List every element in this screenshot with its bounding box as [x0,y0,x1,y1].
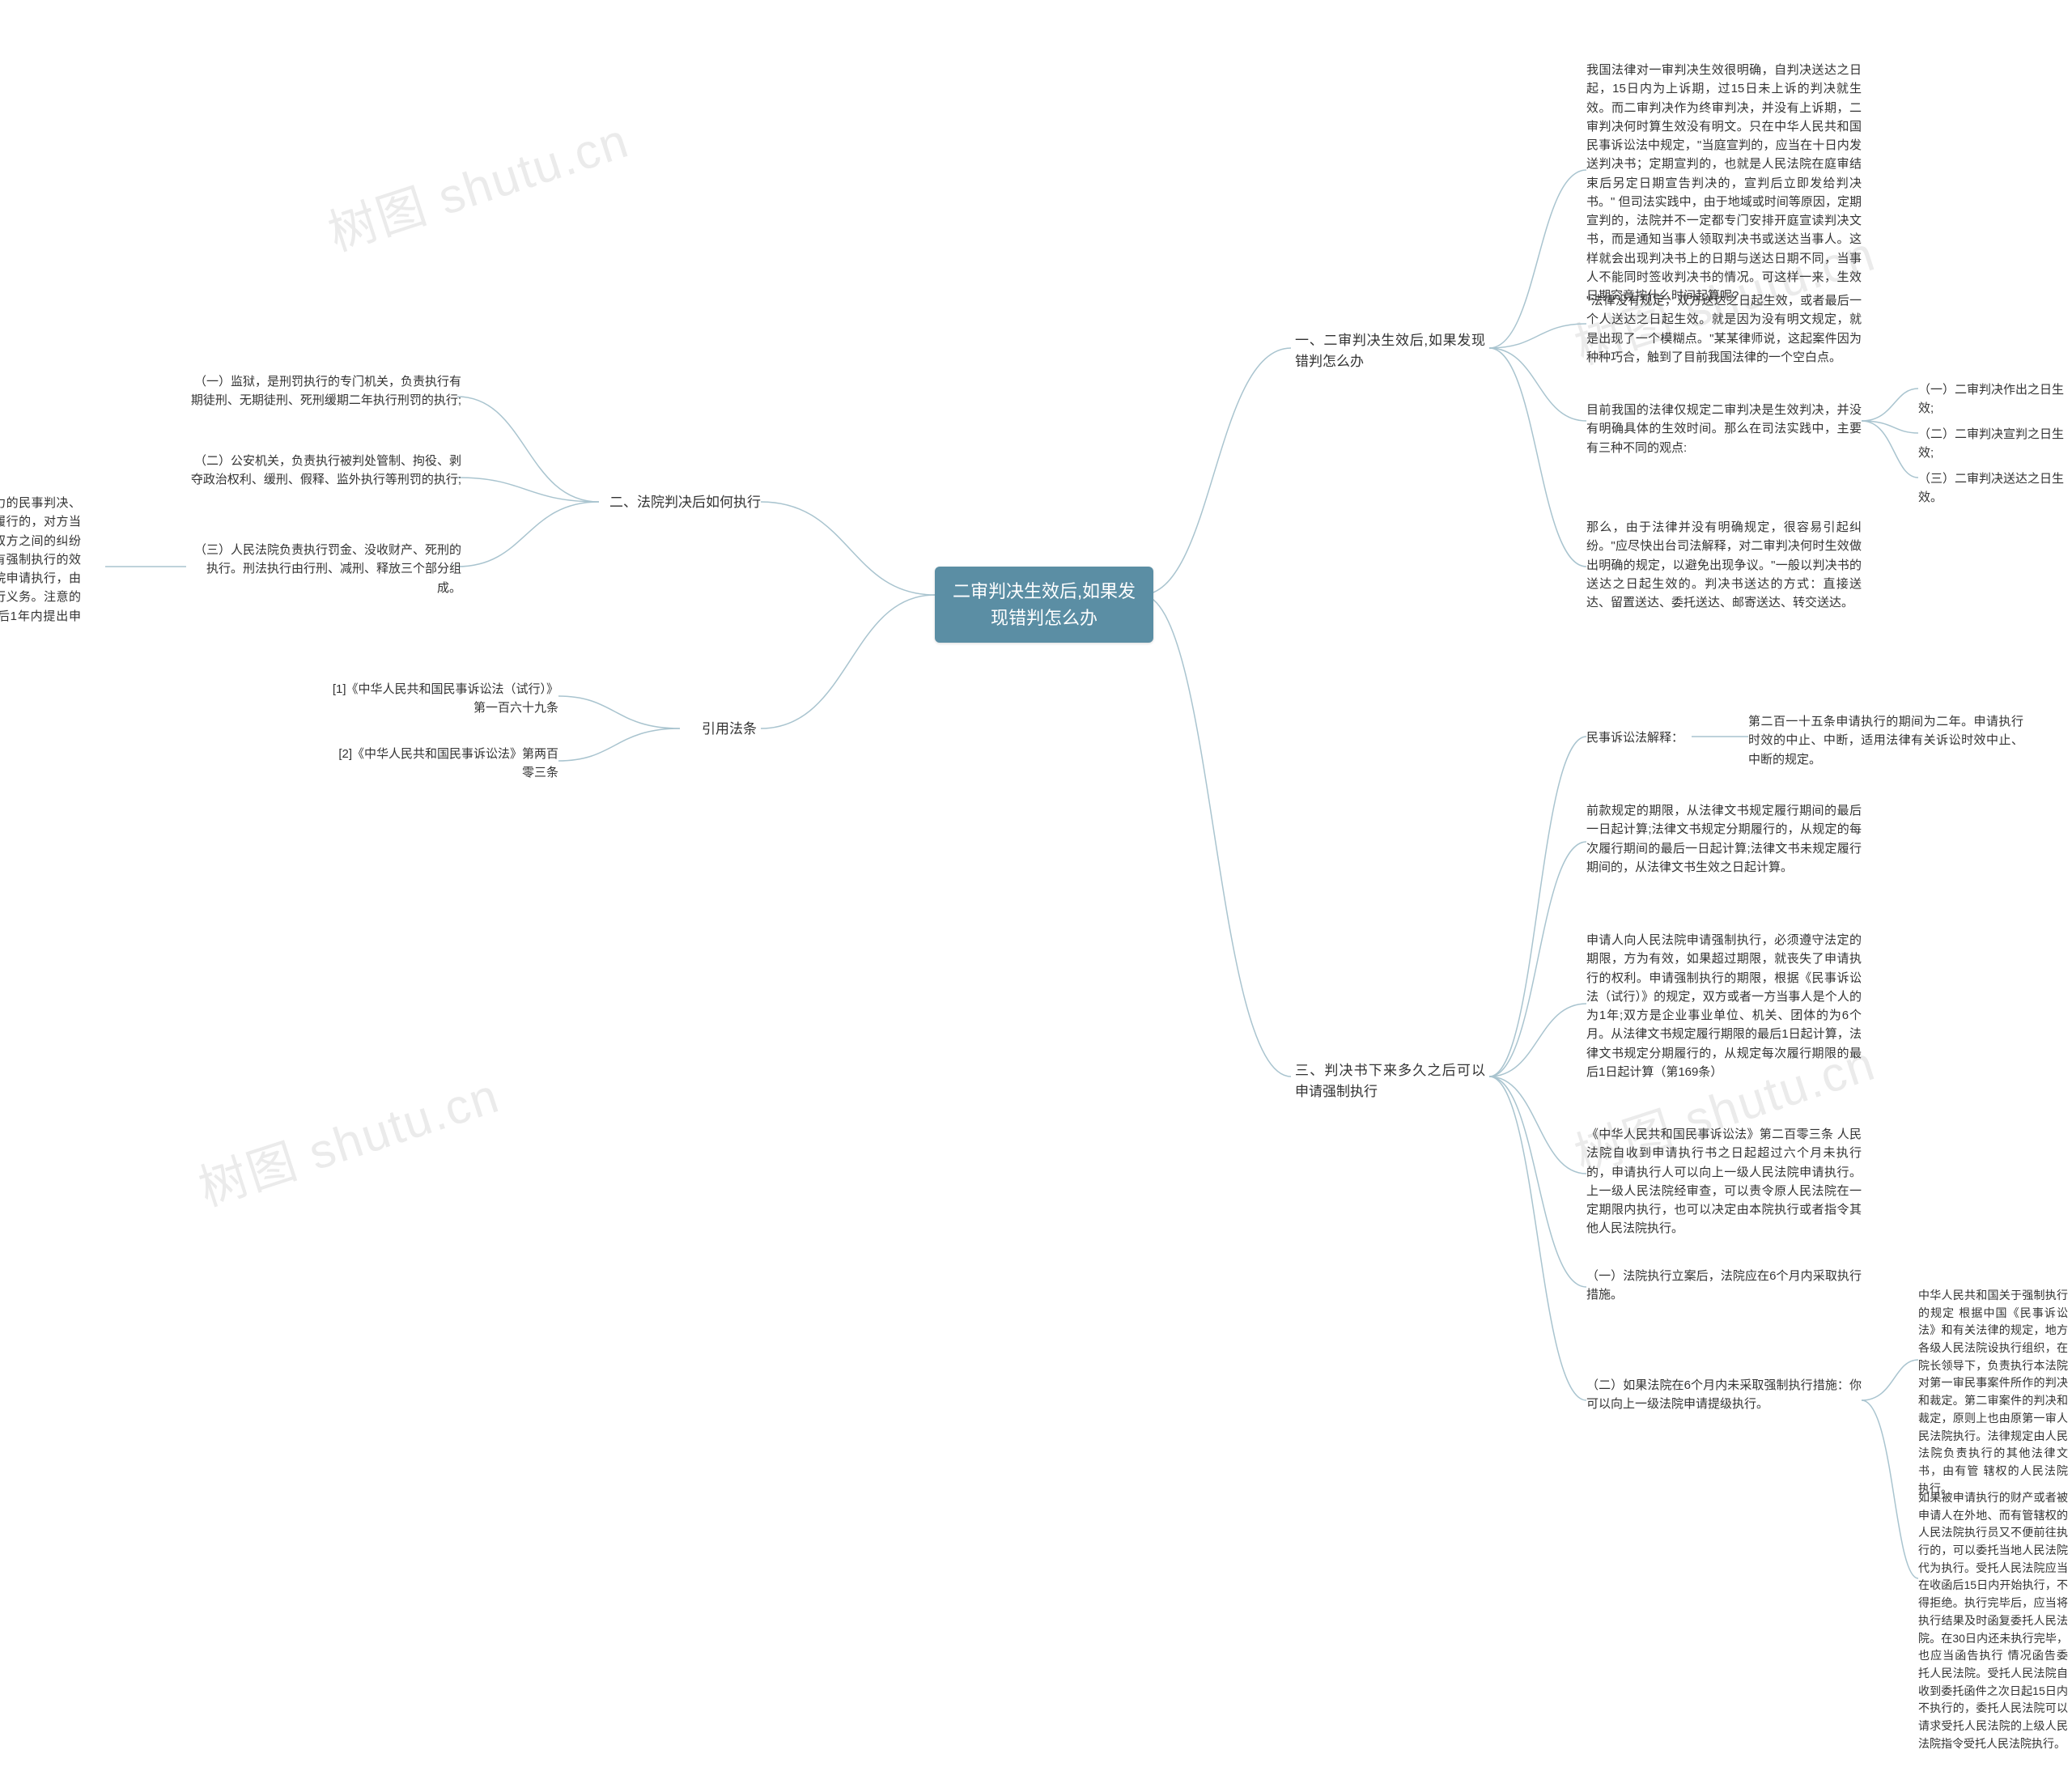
node-right-3-a-cont: 第二百一十五条申请执行的期间为二年。申请执行时效的中止、中断，适用法律有关诉讼时… [1748,712,2023,769]
node-right-3-f: （二）如果法院在6个月内未采取强制执行措施：你可以向上一级法院申请提级执行。 [1586,1376,1862,1414]
watermark: 树图 shutu.cn [189,1056,507,1220]
root-node: 二审判决生效后,如果发现错判怎么办 [935,567,1153,643]
node-right-3-a: 民事诉讼法解释： [1586,728,1684,747]
node-right-3-f2: 如果被申请执行的财产或者被申请人在外地、而有管辖权的人民法院执行员又不便前往执行… [1918,1489,2068,1752]
node-right-1-c3: （三）二审判决送达之日生效。 [1918,469,2064,508]
node-left-branch-2: 二、法院判决后如何执行 [603,492,761,513]
node-right-3-b: 前款规定的期限，从法律文书规定履行期间的最后一日起计算;法律文书规定分期履行的，… [1586,801,1862,877]
node-right-1-c2: （二）二审判决宣判之日生效; [1918,425,2064,463]
node-left-desc: 我国民事诉讼法规定，发生法律效力的民事判决、裁定，当事人必须履行。一方拒绝履行的… [0,494,81,644]
node-right-3-c: 申请人向人民法院申请强制执行，必须遵守法定的期限，方为有效，如果超过期限，就丧失… [1586,931,1862,1081]
node-right-3-f1: 中华人民共和国关于强制执行的规定 根据中国《民事诉讼法》和有关法律的规定，地方各… [1918,1287,2068,1497]
node-left-2-3: （三）人民法院负责执行罚金、没收财产、死刑的执行。刑法执行由行刑、减刑、释放三个… [186,541,461,597]
watermark: 树图 shutu.cn [318,101,637,265]
node-right-1-c1: （一）二审判决作出之日生效; [1918,380,2064,418]
mindmap-canvas: 树图 shutu.cn 树图 shutu.cn 树图 shutu.cn 树图 s… [0,0,2072,1771]
node-left-branch-ref: 引用法条 [684,719,757,740]
node-right-1-c: 目前我国的法律仅规定二审判决是生效判决，并没有明确具体的生效时间。那么在司法实践… [1586,401,1862,457]
node-right-1-d: 那么，由于法律并没有明确规定，很容易引起纠纷。"应尽快出台司法解释，对二审判决何… [1586,518,1862,612]
node-left-ref-1: [1]《中华人民共和国民事诉讼法（试行）》第一百六十九条 [332,680,558,718]
node-right-1-a: 我国法律对一审判决生效很明确，自判决送达之日起，15日内为上诉期，过15日未上诉… [1586,61,1862,305]
node-right-3-d: 《中华人民共和国民事诉讼法》第二百零三条 人民法院自收到申请执行书之日起超过六个… [1586,1125,1862,1238]
node-right-branch-1: 一、二审判决生效后,如果发现错判怎么办 [1295,330,1485,372]
node-right-3-e: （一）法院执行立案后，法院应在6个月内采取执行措施。 [1586,1267,1862,1305]
node-left-2-2: （二）公安机关，负责执行被判处管制、拘役、剥夺政治权利、缓刑、假释、监外执行等刑… [186,452,461,490]
node-left-2-1: （一）监狱，是刑罚执行的专门机关，负责执行有期徒刑、无期徒刑、死刑缓期二年执行刑… [186,372,461,410]
node-right-1-b: "法律没有规定，双方送达之日起生效，或者最后一个人送达之日起生效。就是因为没有明… [1586,291,1862,367]
node-left-ref-2: [2]《中华人民共和国民事诉讼法》第两百零三条 [332,745,558,783]
node-right-branch-3: 三、判决书下来多久之后可以申请强制执行 [1295,1060,1485,1102]
